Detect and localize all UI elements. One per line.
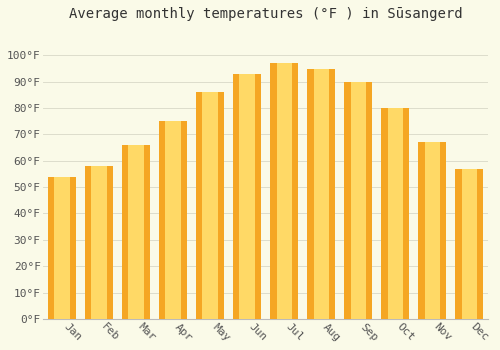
Bar [128, 145, 144, 319]
Bar [54, 177, 70, 319]
Bar [382, 108, 409, 319]
Bar [270, 63, 298, 319]
Bar [196, 92, 224, 319]
Bar [85, 166, 113, 319]
Bar [456, 169, 483, 319]
Bar [202, 92, 218, 319]
Bar [159, 121, 187, 319]
Bar [122, 145, 150, 319]
Bar [233, 74, 261, 319]
Bar [388, 108, 403, 319]
Bar [308, 69, 335, 319]
Bar [314, 69, 329, 319]
Bar [462, 169, 477, 319]
Bar [48, 177, 76, 319]
Title: Average monthly temperatures (°F ) in Sūsangerd: Average monthly temperatures (°F ) in Sū… [69, 7, 462, 21]
Bar [92, 166, 106, 319]
Bar [240, 74, 255, 319]
Bar [418, 142, 446, 319]
Bar [166, 121, 180, 319]
Bar [276, 63, 292, 319]
Bar [350, 82, 366, 319]
Bar [424, 142, 440, 319]
Bar [344, 82, 372, 319]
